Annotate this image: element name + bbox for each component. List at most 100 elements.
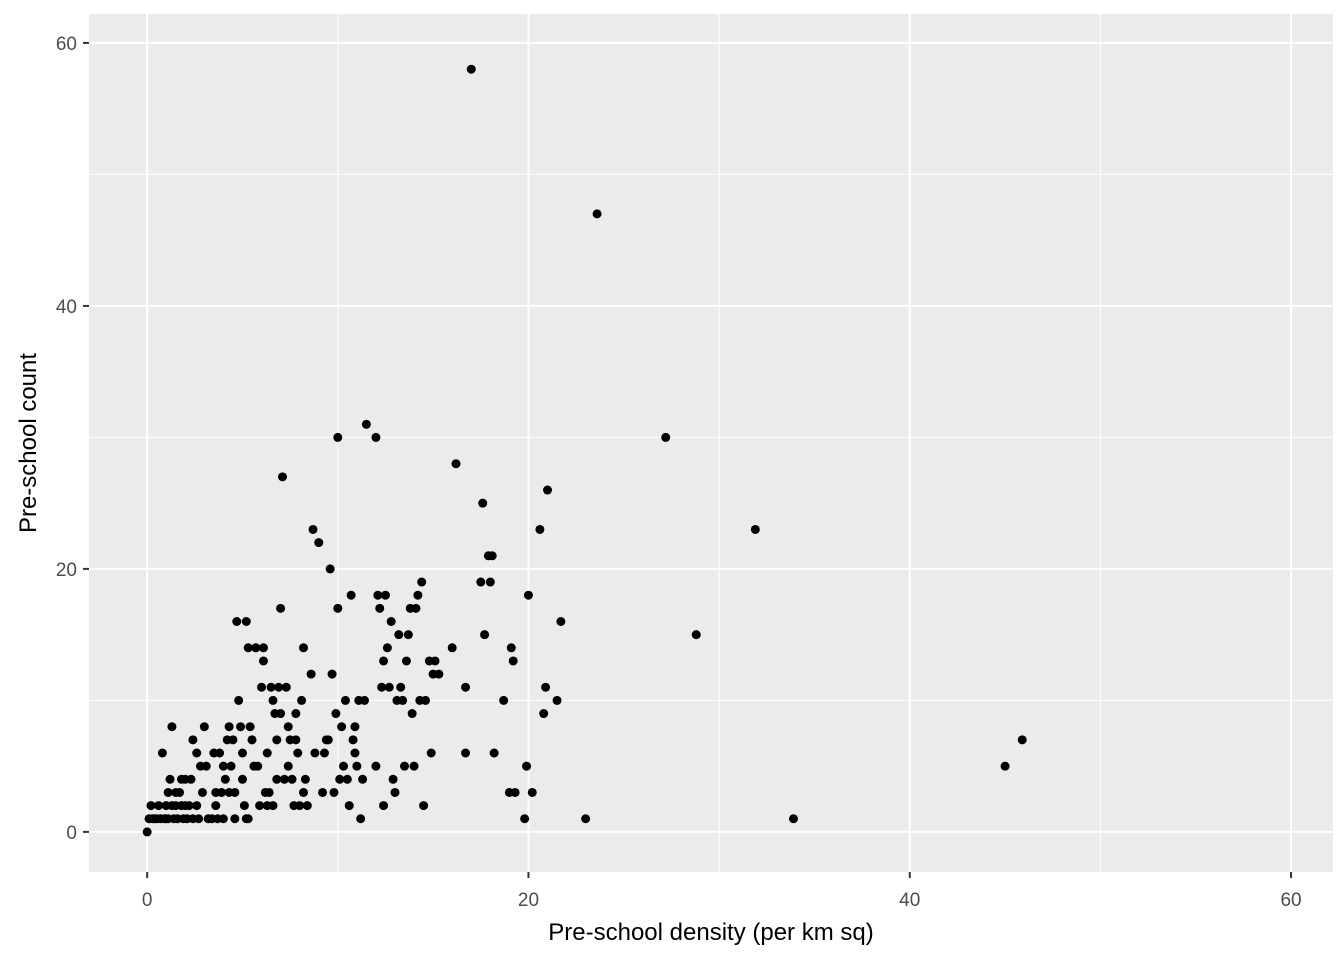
data-point (251, 643, 261, 653)
data-point (329, 787, 339, 797)
data-point (398, 695, 408, 705)
data-point (350, 722, 360, 732)
data-point (750, 524, 760, 534)
x-axis-title: Pre-school density (per km sq) (548, 919, 873, 946)
data-point (264, 787, 274, 797)
data-point (401, 656, 411, 666)
data-point (520, 814, 530, 824)
major-gridlines (89, 14, 1333, 872)
data-point (243, 814, 253, 824)
data-point (300, 774, 310, 784)
y-axis-ticks: 0 20 40 60 (56, 34, 89, 844)
data-point (192, 748, 202, 758)
data-point (157, 748, 167, 758)
data-point (302, 801, 312, 811)
data-point (279, 774, 289, 784)
data-point (348, 735, 358, 745)
data-point (184, 801, 194, 811)
data-point (420, 695, 430, 705)
data-point (382, 643, 392, 653)
data-point (310, 748, 320, 758)
data-point (426, 748, 436, 758)
data-point (192, 801, 202, 811)
data-point (527, 787, 537, 797)
data-point (255, 801, 265, 811)
data-point (485, 577, 495, 587)
data-point (234, 695, 244, 705)
data-point (377, 682, 387, 692)
data-point (407, 709, 417, 719)
data-point (434, 669, 444, 679)
data-point (379, 801, 389, 811)
x-tick-label: 0 (142, 890, 153, 911)
data-point (276, 709, 286, 719)
y-tick-label: 20 (56, 560, 77, 581)
data-point (224, 722, 234, 732)
data-point (306, 669, 316, 679)
data-point (327, 669, 337, 679)
data-point (293, 748, 303, 758)
data-point (476, 577, 486, 587)
data-point (390, 787, 400, 797)
data-point (226, 761, 236, 771)
data-point (165, 774, 175, 784)
x-tick-label: 40 (899, 890, 920, 911)
data-point (592, 209, 602, 219)
data-point (237, 748, 247, 758)
data-point (417, 577, 427, 587)
data-point (276, 603, 286, 613)
data-point (245, 722, 255, 732)
data-point (344, 801, 354, 811)
data-point (543, 485, 553, 495)
data-point (142, 827, 152, 837)
data-point (297, 695, 307, 705)
data-point (350, 748, 360, 758)
data-point (394, 630, 404, 640)
data-point (243, 643, 253, 653)
data-point (339, 761, 349, 771)
data-point (356, 814, 366, 824)
data-point (230, 787, 240, 797)
data-point (379, 656, 389, 666)
data-point (199, 722, 209, 732)
data-point (194, 814, 204, 824)
data-point (283, 722, 293, 732)
data-point (556, 617, 566, 627)
y-tick-label: 0 (66, 823, 77, 844)
data-point (281, 682, 291, 692)
data-point (325, 564, 335, 574)
data-point (411, 603, 421, 613)
data-point (388, 774, 398, 784)
data-point (373, 590, 383, 600)
data-point (340, 695, 350, 705)
data-point (371, 432, 381, 442)
data-point (262, 748, 272, 758)
data-point (268, 695, 278, 705)
data-point (236, 722, 246, 732)
data-point (258, 643, 268, 653)
data-point (1017, 735, 1027, 745)
data-point (396, 682, 406, 692)
data-point (230, 814, 240, 824)
data-point (154, 801, 164, 811)
data-point (201, 761, 211, 771)
data-point (278, 472, 288, 482)
data-point (400, 761, 410, 771)
x-axis-ticks: 0 20 40 60 (142, 872, 1302, 911)
data-point (523, 590, 533, 600)
data-point (237, 774, 247, 784)
data-point (788, 814, 798, 824)
data-point (535, 524, 545, 534)
data-point (361, 419, 371, 429)
data-point (335, 774, 345, 784)
data-point (319, 748, 329, 758)
data-point (257, 682, 267, 692)
data-point (541, 682, 551, 692)
data-point (318, 787, 328, 797)
data-point (466, 64, 476, 74)
data-point (314, 538, 324, 548)
data-point (489, 748, 499, 758)
plot-panel (89, 14, 1333, 872)
data-point (371, 761, 381, 771)
